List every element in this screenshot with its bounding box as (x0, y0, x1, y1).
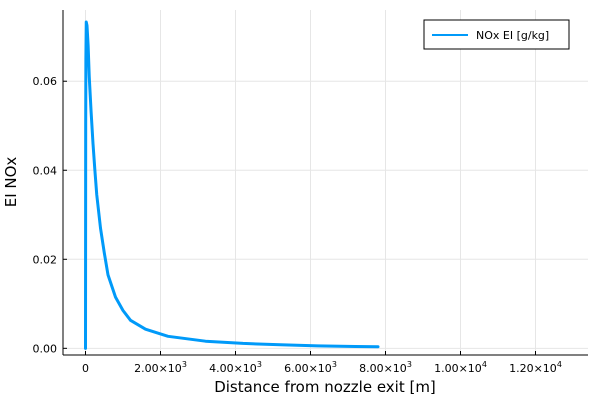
grid-lines (63, 10, 588, 355)
x-tick-label: 4.00×103 (209, 360, 262, 375)
legend-label: NOx EI [g/kg] (476, 29, 549, 42)
y-tick-label: 0.06 (33, 75, 58, 88)
x-tick-label: 2.00×103 (134, 360, 187, 375)
x-tick-labels: 0 2.00×103 4.00×103 6.00×103 8.00×103 1.00×10… (82, 360, 562, 375)
y-tick-label: 0.00 (33, 342, 58, 355)
x-tick-label: 1.00×104 (434, 360, 487, 375)
x-tick-label: 1.20×104 (509, 360, 562, 375)
x-tick-label: 8.00×103 (359, 360, 412, 375)
x-axis-label: Distance from nozzle exit [m] (214, 378, 436, 396)
y-axis-label: EI NOx (2, 157, 20, 208)
y-tick-labels: 0.00 0.02 0.04 0.06 (33, 75, 58, 355)
x-tick-label: 6.00×103 (284, 360, 337, 375)
x-tick-label: 0 (82, 362, 89, 375)
y-tick-label: 0.04 (33, 164, 58, 177)
series (84, 20, 380, 350)
y-tick-label: 0.02 (33, 253, 58, 266)
axes (62, 10, 588, 356)
series-line-0 (84, 20, 380, 350)
legend: NOx EI [g/kg] (423, 19, 570, 50)
